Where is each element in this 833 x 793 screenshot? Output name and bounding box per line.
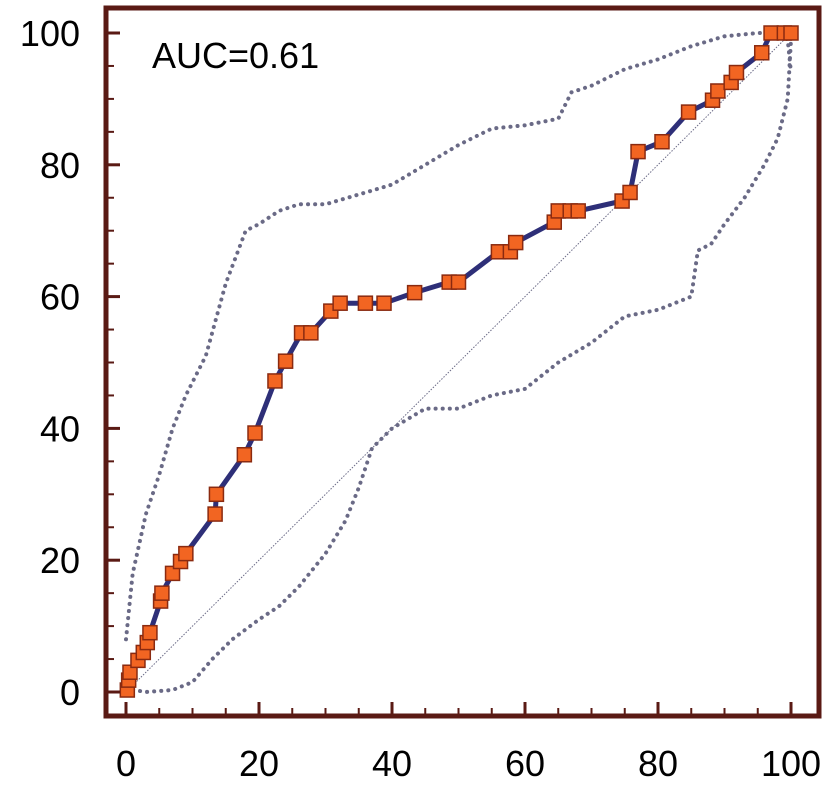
- roc-marker: [622, 184, 638, 201]
- roc-marker: [450, 274, 467, 290]
- roc-marker: [208, 486, 225, 503]
- roc-marker: [630, 143, 646, 160]
- roc-marker: [710, 83, 726, 99]
- roc-marker: [654, 133, 670, 150]
- roc-marker: [122, 664, 138, 680]
- axis-ticks: [106, 31, 793, 716]
- roc-marker: [783, 25, 799, 41]
- roc-marker: [207, 506, 223, 522]
- roc-marker: [154, 585, 170, 601]
- x-tick-label: 40: [372, 743, 412, 784]
- roc-marker: [406, 284, 423, 301]
- x-tick-label: 20: [239, 743, 279, 784]
- roc-marker: [680, 104, 697, 120]
- roc-markers: [119, 25, 799, 698]
- roc-marker: [728, 64, 745, 81]
- confidence-bands: [124, 31, 793, 695]
- roc-marker: [763, 25, 779, 41]
- y-tick-label: 60: [40, 277, 80, 318]
- y-tick-label: 40: [40, 408, 80, 449]
- frame-border: [103, 5, 822, 719]
- roc-marker: [267, 373, 283, 389]
- upper-confidence-band: [124, 31, 793, 642]
- y-tick-label: 0: [60, 672, 80, 713]
- roc-marker: [164, 565, 181, 582]
- x-tick-label: 0: [116, 743, 136, 784]
- roc-marker: [247, 425, 263, 441]
- y-tick-label: 80: [40, 145, 80, 186]
- roc-marker: [376, 295, 392, 311]
- auc-annotation: AUC=0.61: [152, 35, 319, 76]
- x-tick-label: 80: [638, 743, 678, 784]
- roc-marker: [236, 447, 253, 463]
- roc-marker: [357, 295, 374, 311]
- diagonal-reference-line: [125, 32, 792, 693]
- diagonal-line: [125, 32, 792, 693]
- y-tick-label: 100: [20, 13, 80, 54]
- y-tick-label: 20: [40, 540, 80, 581]
- roc-marker: [570, 203, 586, 219]
- roc-marker: [753, 45, 770, 61]
- x-tick-labels: 0 20 40 60 80 100: [116, 743, 821, 784]
- roc-marker: [303, 325, 319, 341]
- lower-confidence-band: [124, 37, 793, 695]
- plot-frame: [103, 5, 822, 719]
- x-tick-label: 60: [505, 743, 545, 784]
- roc-marker: [332, 295, 348, 311]
- roc-marker: [178, 545, 194, 562]
- roc-marker: [507, 234, 524, 251]
- x-tick-label: 100: [761, 743, 821, 784]
- roc-marker: [277, 353, 294, 369]
- roc-marker: [142, 624, 158, 641]
- y-tick-labels: 0 20 40 60 80 100: [20, 13, 80, 713]
